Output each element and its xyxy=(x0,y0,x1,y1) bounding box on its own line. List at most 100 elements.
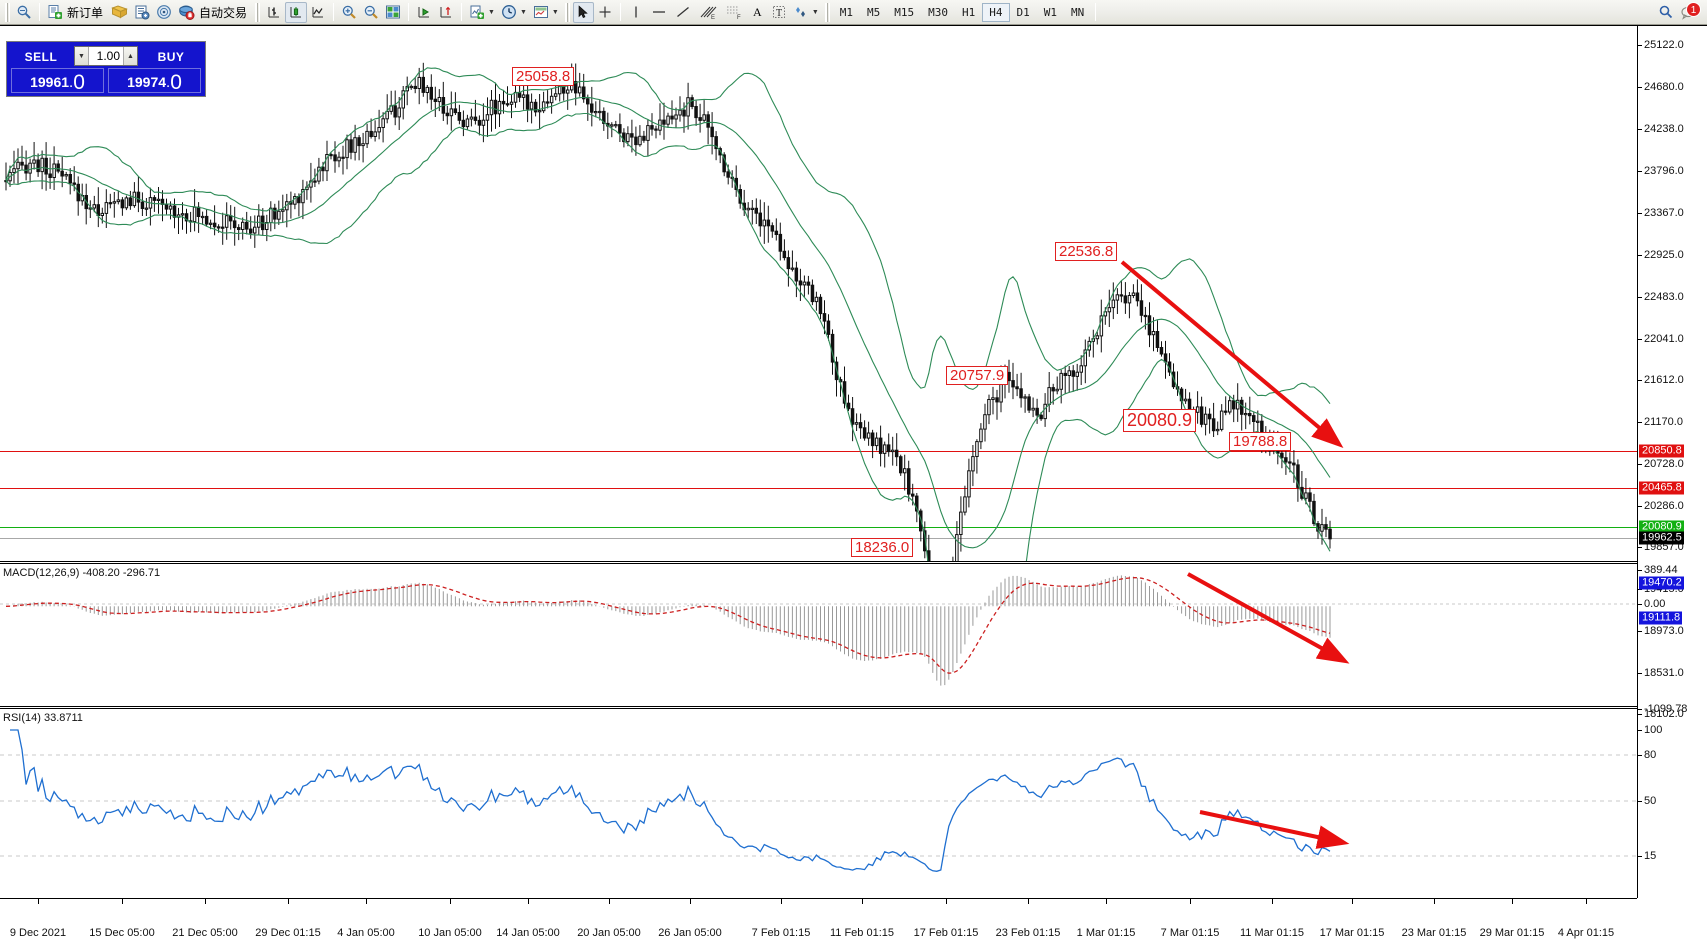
sell-button[interactable]: SELL xyxy=(24,49,58,64)
current-price-tag[interactable]: 19962.5 xyxy=(1639,531,1684,545)
chart-window-icon[interactable] xyxy=(382,2,404,23)
auto-trading-button[interactable]: 自动交易 xyxy=(175,2,252,23)
annotation-19788: 19788.8 xyxy=(1229,432,1292,451)
timeframe-w1[interactable]: W1 xyxy=(1043,5,1058,19)
notifications-icon[interactable]: 1 xyxy=(1677,1,1701,23)
toolbar-grip-1[interactable] xyxy=(5,2,10,22)
svg-text:F: F xyxy=(737,15,741,20)
text-label-icon[interactable]: T xyxy=(768,2,790,23)
time-axis-label: 10 Jan 05:00 xyxy=(418,927,482,939)
search-magnifier-icon[interactable] xyxy=(1655,2,1677,23)
buy-price-display[interactable]: 19974 . 0 xyxy=(108,68,201,93)
support-tag-blue-2[interactable]: 19111.8 xyxy=(1639,611,1683,625)
volume-decrement-icon[interactable]: ▼ xyxy=(75,47,89,65)
support-tag-green[interactable]: 20080.9 xyxy=(1639,520,1684,534)
time-axis-tick xyxy=(1586,899,1587,904)
price-axis-tick-mark xyxy=(1638,171,1642,172)
annotation-20757: 20757.9 xyxy=(946,366,1009,385)
chart-window[interactable]: ▲ HK50-,H4 20249.0 20263.0 19861.0 19962… xyxy=(0,25,1707,947)
price-axis-tick-mark xyxy=(1638,339,1642,340)
new-order-label: 新订单 xyxy=(67,5,104,20)
price-pane[interactable]: 25058.8 22536.8 20757.9 20080.9 19788.8 … xyxy=(0,26,1707,561)
zoom-in-icon[interactable] xyxy=(338,2,360,23)
toolbar-grip-3[interactable] xyxy=(564,2,570,22)
svg-text:E: E xyxy=(711,15,715,20)
new-order-button[interactable]: 新订单 xyxy=(44,2,108,23)
timeframe-m1[interactable]: M1 xyxy=(839,5,854,19)
toolbar-separator-3 xyxy=(408,3,410,21)
signals-icon[interactable] xyxy=(153,2,175,23)
timeframe-h1[interactable]: H1 xyxy=(962,5,976,19)
timeframe-m5[interactable]: M5 xyxy=(867,5,881,19)
periods-clock-icon[interactable]: ▼ xyxy=(498,2,530,23)
cursor-icon[interactable] xyxy=(572,1,594,23)
time-axis[interactable]: 9 Dec 2021 15 Dec 05:00 21 Dec 05:00 29 Dec… xyxy=(0,898,1637,947)
svg-text:T: T xyxy=(776,8,782,19)
equidistant-channel-icon[interactable]: E xyxy=(695,2,721,23)
shapes-icon[interactable]: ▼ xyxy=(790,2,822,23)
toolbar-grip-2[interactable] xyxy=(255,2,261,22)
timeframe-mn[interactable]: MN xyxy=(1071,5,1085,19)
resistance-tag-1[interactable]: 20850.8 xyxy=(1639,444,1684,458)
rsi-axis-tick: 50 xyxy=(1644,795,1657,807)
templates-chevron-down-icon[interactable]: ▼ xyxy=(551,8,559,16)
trendline-icon[interactable] xyxy=(671,2,695,23)
price-axis-tick-mark xyxy=(1638,297,1642,298)
price-axis-tick-mark xyxy=(1638,87,1642,88)
macd-pane[interactable] xyxy=(0,564,1707,706)
toolbar-separator-4 xyxy=(461,3,463,21)
timeframe-d1[interactable]: D1 xyxy=(1016,5,1030,19)
shapes-chevron-down-icon[interactable]: ▼ xyxy=(811,8,819,16)
indicators-icon[interactable]: ▼ xyxy=(466,2,498,23)
toolbar-separator-1 xyxy=(39,3,40,21)
rsi-axis-tick-mark xyxy=(1638,755,1642,756)
templates-icon[interactable]: ▼ xyxy=(530,2,562,23)
price-chart-svg xyxy=(4,62,1332,561)
rsi-pane[interactable] xyxy=(0,709,1707,898)
rsi-axis-tick: 15 xyxy=(1644,850,1657,862)
level-line-20850 xyxy=(0,451,1637,452)
volume-input[interactable]: 1.00 xyxy=(96,49,120,63)
bar-chart-icon[interactable] xyxy=(263,2,285,23)
one-click-trading-panel[interactable]: SELL ▼ 1.00 ▲ BUY 19961 . 0 19974 . 0 xyxy=(6,41,206,97)
macd-axis-tick: -1099.78 xyxy=(1644,703,1688,715)
timeframe-m15[interactable]: M15 xyxy=(894,5,915,19)
terminal-icon[interactable] xyxy=(131,2,153,23)
zoom-out-icon[interactable] xyxy=(360,2,382,23)
timeframe-h4[interactable]: H4 xyxy=(982,2,1010,22)
line-chart-icon[interactable] xyxy=(307,2,329,23)
indicators-chevron-down-icon[interactable]: ▼ xyxy=(488,8,495,16)
chart-shift-icon[interactable] xyxy=(435,2,457,23)
price-axis-tick: 20286.0 xyxy=(1644,500,1684,512)
sell-price-display[interactable]: 19961 . 0 xyxy=(11,68,104,93)
horizontal-line-icon[interactable] xyxy=(647,2,671,23)
vertical-line-icon[interactable] xyxy=(625,2,647,23)
value-axis[interactable]: 25122.0 24680.0 24238.0 23796.0 23367.0 22925… xyxy=(1637,26,1707,898)
time-axis-tick xyxy=(288,899,289,904)
time-axis-tick xyxy=(122,899,123,904)
auto-scroll-icon[interactable] xyxy=(413,2,435,23)
macd-axis-tick-mark xyxy=(1638,604,1642,605)
timeframe-m30[interactable]: M30 xyxy=(928,5,949,19)
volume-stepper[interactable]: ▼ 1.00 ▲ xyxy=(74,46,138,66)
text-icon[interactable]: A xyxy=(753,4,762,19)
resistance-tag-2[interactable]: 20465.8 xyxy=(1639,481,1684,495)
pane-divider-rsi[interactable] xyxy=(0,706,1707,709)
rsi-axis-tick-mark xyxy=(1638,856,1642,857)
toolbar-grip-4[interactable] xyxy=(824,2,830,22)
pane-divider-macd[interactable] xyxy=(0,561,1707,564)
time-axis-label: 23 Mar 01:15 xyxy=(1401,927,1467,939)
time-axis-label: 14 Jan 05:00 xyxy=(496,927,560,939)
folder-icon[interactable] xyxy=(108,2,131,23)
periods-chevron-down-icon[interactable]: ▼ xyxy=(519,8,527,16)
candlestick-chart-icon[interactable] xyxy=(285,1,308,23)
volume-increment-icon[interactable]: ▲ xyxy=(123,47,137,65)
crosshair-icon[interactable] xyxy=(594,2,616,23)
support-tag-blue-1[interactable]: 19470.2 xyxy=(1639,576,1684,590)
buy-button[interactable]: BUY xyxy=(157,49,185,64)
price-axis-tick-mark xyxy=(1638,422,1642,423)
zoom-find-icon[interactable] xyxy=(13,2,35,23)
fibonacci-icon[interactable]: F xyxy=(721,2,747,23)
price-axis-tick-mark xyxy=(1638,213,1642,214)
time-axis-label: 17 Feb 01:15 xyxy=(913,927,979,939)
